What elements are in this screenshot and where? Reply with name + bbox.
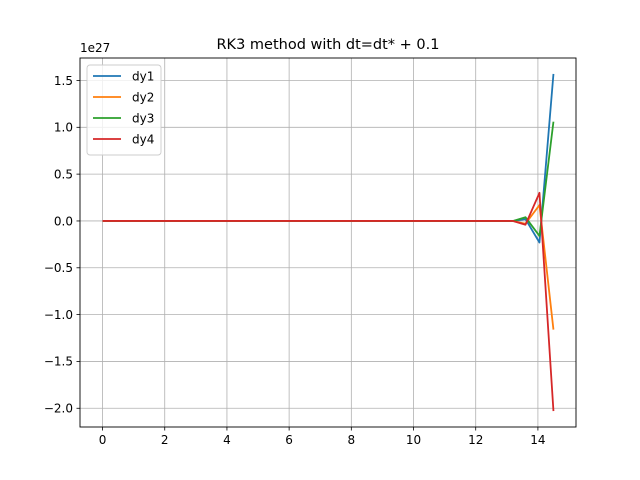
y-tick-label: −0.5 — [44, 261, 73, 275]
x-tick-label: 10 — [406, 433, 421, 447]
legend-label-dy1: dy1 — [132, 69, 154, 83]
y-axis-offset-label: 1e27 — [80, 41, 110, 55]
x-tick-label: 12 — [468, 433, 483, 447]
series-lines — [102, 73, 555, 412]
x-tick-label: 8 — [348, 433, 356, 447]
legend-label-dy2: dy2 — [132, 90, 154, 104]
y-tick-label: 1.5 — [54, 74, 73, 88]
legend-label-dy3: dy3 — [132, 111, 154, 125]
y-tick-label: 0.0 — [54, 214, 73, 228]
legend: dy1 dy2 dy3 dy4 — [86, 64, 162, 156]
series-line-dy4 — [102, 191, 555, 412]
y-tick-label: −2.0 — [44, 402, 73, 416]
legend-box — [86, 64, 162, 156]
axes-frame — [79, 57, 577, 428]
x-tick-label: 4 — [223, 433, 231, 447]
axis-ticks: 0 2 4 6 8 10 12 14 −2.0 −1.5 −1.0 −0.5 0.0 0.5 1.0 1.5 — [44, 74, 546, 447]
y-tick-label: −1.0 — [44, 308, 73, 322]
y-tick-label: 0.5 — [54, 167, 73, 181]
x-tick-label: 2 — [161, 433, 169, 447]
y-tick-label: 1.0 — [54, 121, 73, 135]
chart-title: RK3 method with dt=dt* + 0.1 — [216, 37, 439, 53]
x-tick-label: 6 — [285, 433, 293, 447]
x-tick-label: 0 — [99, 433, 107, 447]
y-tick-label: −1.5 — [44, 355, 73, 369]
legend-label-dy4: dy4 — [132, 132, 154, 146]
x-tick-label: 14 — [530, 433, 545, 447]
grid — [80, 58, 576, 427]
